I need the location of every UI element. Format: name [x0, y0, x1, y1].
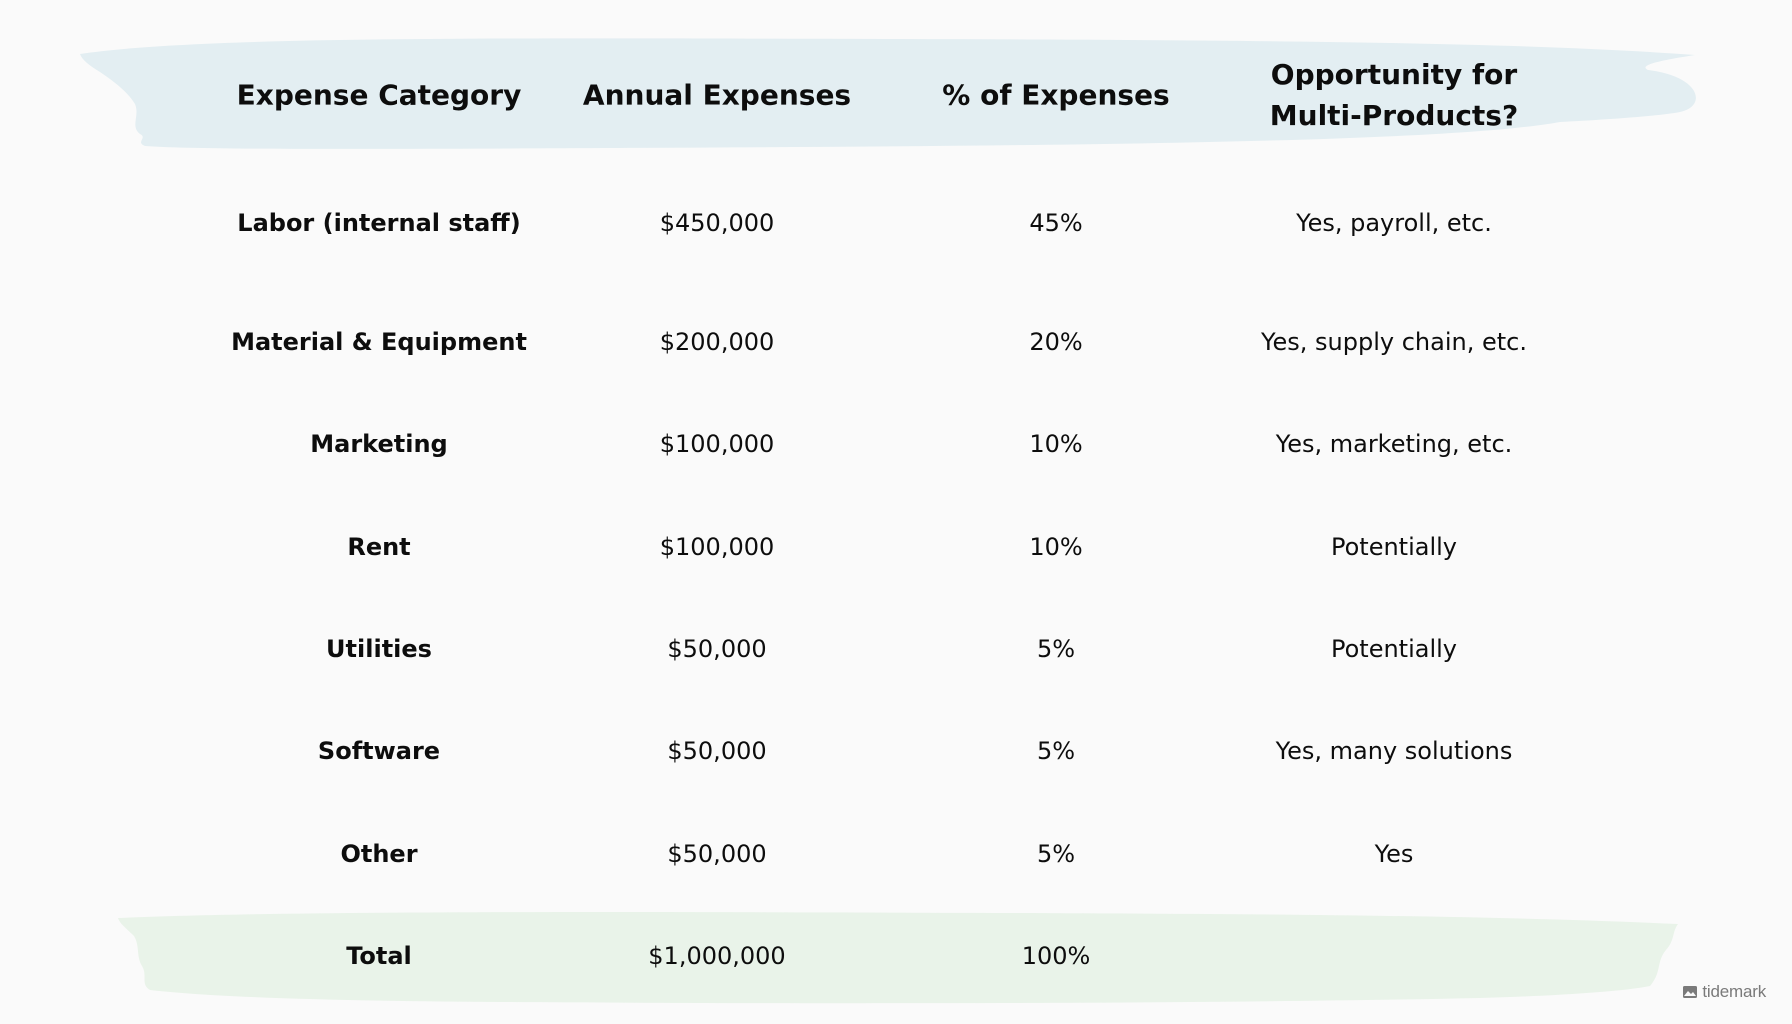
row-percent: 5% — [1036, 839, 1076, 868]
total-percent: 100% — [1021, 941, 1091, 970]
row-annual-expenses: $100,000 — [659, 532, 775, 561]
tidemark-brand: tidemark — [1683, 982, 1766, 1002]
row-percent: 5% — [1036, 634, 1076, 663]
header-band-shape — [80, 38, 1696, 149]
tidemark-logo-icon — [1683, 986, 1698, 998]
row-category: Marketing — [310, 429, 448, 458]
row-opportunity: Yes, many solutions — [1275, 736, 1513, 765]
row-opportunity: Yes, payroll, etc. — [1296, 208, 1492, 237]
total-category: Total — [346, 941, 412, 970]
header-band — [80, 38, 1696, 149]
row-annual-expenses: $200,000 — [659, 327, 775, 356]
row-category: Utilities — [326, 634, 432, 663]
header-expense-category: Expense Category — [236, 78, 522, 112]
header-opportunity-line2: Multi-Products? — [1269, 99, 1519, 132]
row-annual-expenses: $450,000 — [659, 208, 775, 237]
row-annual-expenses: $50,000 — [667, 736, 767, 765]
brand-name: tidemark — [1702, 982, 1766, 1001]
row-annual-expenses: $50,000 — [667, 634, 767, 663]
total-band-shape — [118, 912, 1678, 1004]
row-percent: 20% — [1029, 327, 1083, 356]
total-annual-expenses: $1,000,000 — [648, 941, 786, 970]
row-category: Software — [317, 736, 441, 765]
row-category: Rent — [347, 532, 411, 561]
row-opportunity: Potentially — [1330, 532, 1458, 561]
row-category: Material & Equipment — [231, 327, 527, 356]
header-annual-expenses: Annual Expenses — [582, 78, 852, 112]
row-opportunity: Yes — [1374, 839, 1414, 868]
row-opportunity: Potentially — [1330, 634, 1458, 663]
header-opportunity-line1: Opportunity for — [1270, 58, 1518, 91]
row-annual-expenses: $50,000 — [667, 839, 767, 868]
row-category: Other — [340, 839, 418, 868]
header-opportunity: Opportunity for Multi-Products? — [1270, 54, 1518, 136]
header-percent-of-expenses: % of Expenses — [942, 78, 1170, 112]
row-percent: 10% — [1029, 429, 1083, 458]
row-percent: 10% — [1029, 532, 1083, 561]
row-percent: 45% — [1029, 208, 1083, 237]
row-percent: 5% — [1036, 736, 1076, 765]
row-opportunity: Yes, marketing, etc. — [1275, 429, 1513, 458]
row-opportunity: Yes, supply chain, etc. — [1261, 327, 1527, 356]
row-category: Labor (internal staff) — [237, 208, 521, 237]
row-annual-expenses: $100,000 — [659, 429, 775, 458]
